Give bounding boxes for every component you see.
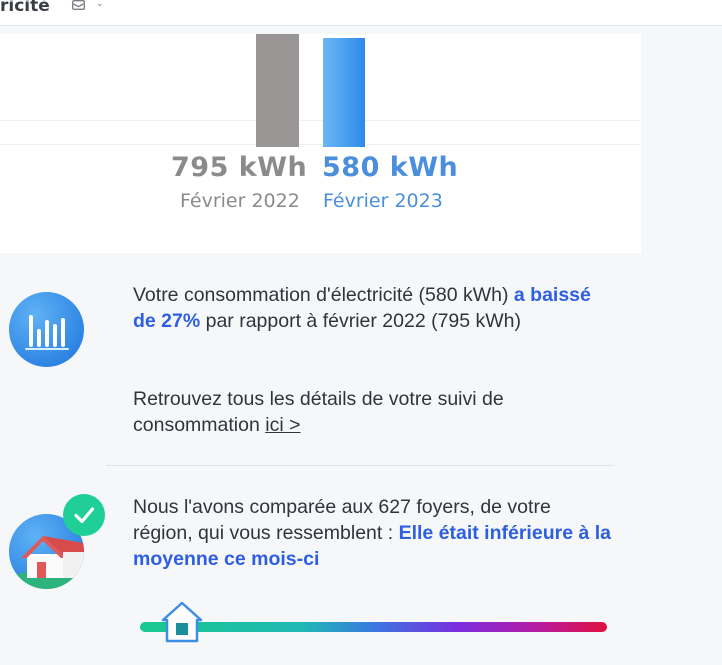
comparison-text: Nous l'avons comparée aux 627 foyers, de… xyxy=(133,496,551,544)
consumption-highlight: a baissé de 27% xyxy=(133,284,591,332)
comparison-highlight: Elle était inférieure à la moyenne ce mo… xyxy=(133,522,611,570)
gridline xyxy=(0,144,641,145)
bar-2022 xyxy=(256,34,299,147)
divider xyxy=(106,465,613,466)
check-icon xyxy=(74,507,95,524)
consumption-summary: Votre consommation d'électricité (580 kW… xyxy=(133,282,603,334)
category-label-2022: Février 2022 xyxy=(180,190,300,212)
comparison-scale xyxy=(140,622,607,632)
details-link[interactable]: ici > xyxy=(265,414,301,436)
house-marker-icon[interactable] xyxy=(160,600,204,644)
comparison-summary: Nous l'avons comparée aux 627 foyers, de… xyxy=(133,494,613,572)
consumption-text-end: par rapport à février 2022 (795 kWh) xyxy=(200,310,522,332)
chevron-down-icon[interactable]: ⌄ xyxy=(96,0,104,8)
consumption-chart: 795 kWh 580 kWh Février 2022 Février 202… xyxy=(0,34,641,253)
check-badge xyxy=(63,494,105,536)
details-paragraph: Retrouvez tous les détails de votre suiv… xyxy=(133,386,603,438)
top-bar: ricité ⌄ xyxy=(0,0,722,26)
page-title: ricité xyxy=(0,0,50,16)
value-label-2023: 580 kWh xyxy=(322,152,459,183)
bar-chart-icon xyxy=(9,292,84,367)
value-label-2022: 795 kWh xyxy=(171,152,308,183)
details-text: Retrouvez tous les détails de votre suiv… xyxy=(133,388,504,436)
envelope-icon[interactable] xyxy=(72,0,85,10)
bar-2023 xyxy=(323,38,365,147)
category-label-2023: Février 2023 xyxy=(323,190,443,212)
house-icon xyxy=(9,514,84,589)
consumption-text: Votre consommation d'électricité (580 kW… xyxy=(133,284,514,306)
gridline xyxy=(0,120,641,121)
